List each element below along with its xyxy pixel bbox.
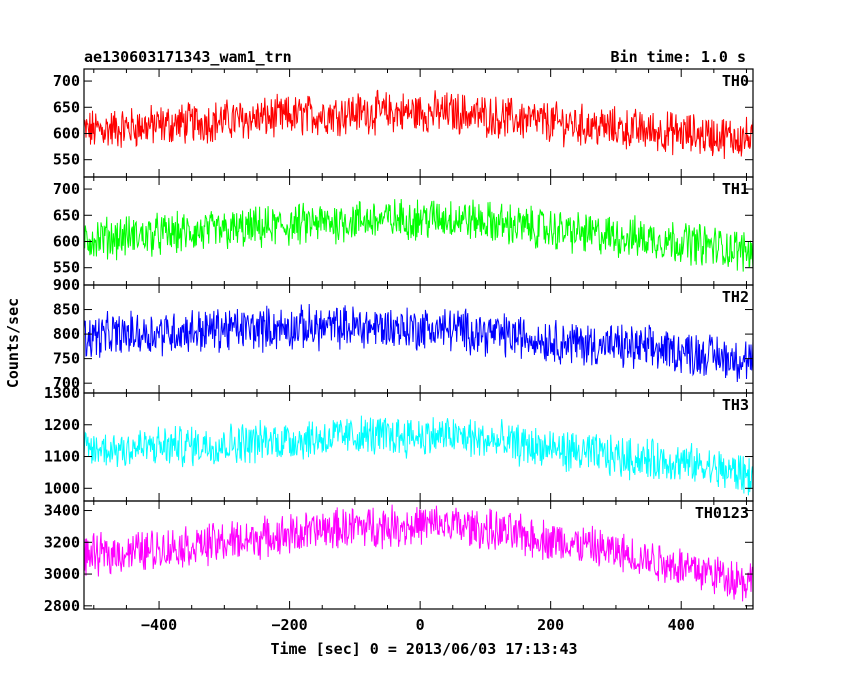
y-tick-label: 900 [53, 276, 80, 294]
chart-title: ae130603171343_wam1_trn [84, 48, 292, 66]
panel-th1: 550 600 650 700 TH1 [53, 176, 754, 286]
y-tick-label: 850 [53, 301, 80, 319]
panel-frame [83, 392, 754, 502]
panel-th2: 700 750 800 850 900 TH2 [53, 276, 754, 394]
x-tick-label: −400 [141, 616, 177, 634]
y-tick-label: 2800 [44, 597, 80, 615]
y-tick-label: 700 [53, 374, 80, 392]
panel-th0123: 2800 3000 3200 3400 TH0123 [44, 500, 754, 615]
y-axis-label: Counts/sec [4, 298, 22, 388]
y-tick-label: 650 [53, 98, 80, 116]
panel-label: TH1 [722, 180, 749, 198]
y-tick-label: 550 [53, 259, 80, 277]
y-tick-label: 1100 [44, 448, 80, 466]
panel-th0: 550 600 650 700 TH0 [53, 68, 754, 178]
y-tick-label: 1200 [44, 416, 80, 434]
series-th0 [84, 89, 753, 160]
y-tick-label: 1300 [44, 384, 80, 402]
bin-time-label: Bin time: 1.0 s [611, 48, 746, 66]
x-tick-label: 400 [668, 616, 695, 634]
y-tick-label: 3400 [44, 502, 80, 520]
series-th3 [84, 415, 753, 496]
panel-label: TH3 [722, 396, 749, 414]
panel-label: TH2 [722, 288, 749, 306]
panel-label: TH0 [722, 72, 749, 90]
y-tick-label: 600 [53, 232, 80, 250]
x-axis-label: Time [sec] 0 = 2013/06/03 17:13:43 [270, 640, 577, 658]
y-tick-label: 700 [53, 72, 80, 90]
panel-label: TH0123 [695, 504, 749, 522]
y-tick-label: 750 [53, 350, 80, 368]
y-tick-label: 550 [53, 151, 80, 169]
series-th2 [84, 303, 753, 383]
y-tick-label: 600 [53, 124, 80, 142]
y-tick-label: 3200 [44, 533, 80, 551]
x-tick-label: 0 [416, 616, 425, 634]
series-th1 [84, 198, 753, 272]
y-tick-label: 700 [53, 180, 80, 198]
y-tick-label: 800 [53, 325, 80, 343]
series-th0123 [84, 504, 753, 602]
x-tick-label: 200 [537, 616, 564, 634]
y-tick-label: 1000 [44, 479, 80, 497]
panels-group: 550 600 650 700 TH0 550 600 650 700 TH1 700 750 800 8… [44, 68, 754, 634]
y-tick-label: 650 [53, 206, 80, 224]
panel-th3: 1000 1100 1200 1300 TH3 [44, 384, 754, 502]
panel-frame [83, 500, 754, 610]
x-tick-label: −200 [272, 616, 308, 634]
y-tick-label: 3000 [44, 565, 80, 583]
